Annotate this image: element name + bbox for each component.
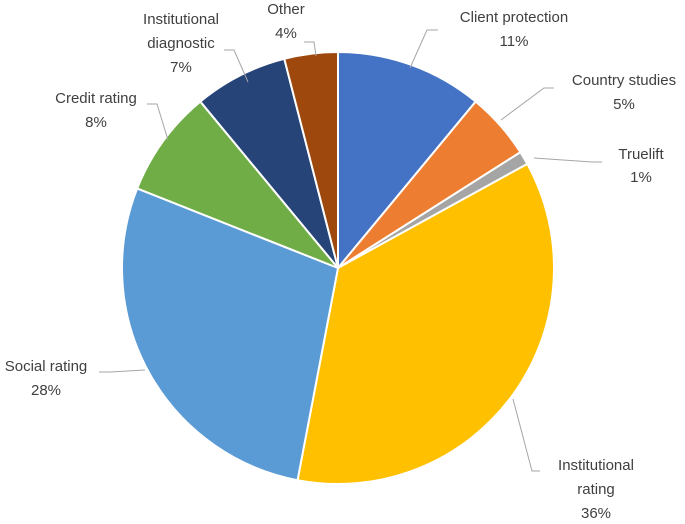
leader-line-country-studies bbox=[500, 87, 554, 121]
slice-name-label-institutional-rating-1: rating bbox=[577, 481, 615, 498]
slice-value-label-institutional-diagnostic: 7% bbox=[170, 59, 192, 76]
slice-name-label-institutional-rating-0: Institutional bbox=[558, 457, 634, 474]
slice-name-label-institutional-diagnostic-1: diagnostic bbox=[147, 35, 215, 52]
pie-slices bbox=[121, 50, 555, 485]
slice-name-label-institutional-diagnostic-0: Institutional bbox=[143, 11, 219, 28]
slice-value-label-credit-rating: 8% bbox=[85, 114, 107, 131]
slice-value-label-client-protection: 11% bbox=[500, 33, 529, 50]
slice-name-label-client-protection: Client protection bbox=[460, 9, 568, 26]
leader-lines bbox=[99, 29, 602, 472]
leader-line-social-rating bbox=[99, 369, 146, 373]
slice-value-label-social-rating: 28% bbox=[31, 382, 61, 399]
slice-name-label-truelift: Truelift bbox=[618, 146, 664, 163]
slice-value-label-institutional-rating: 36% bbox=[581, 505, 611, 522]
pie-slice-credit-rating bbox=[135, 100, 339, 269]
leader-line-institutional-rating bbox=[512, 398, 540, 472]
pie-slice-other bbox=[283, 50, 339, 269]
leader-line-client-protection bbox=[409, 29, 438, 69]
leader-line-institutional-diagnostic bbox=[224, 49, 249, 83]
leader-line-other bbox=[304, 41, 317, 57]
pie-slice-institutional-rating bbox=[296, 162, 555, 485]
slice-name-label-country-studies: Country studies bbox=[572, 72, 676, 89]
leader-line-truelift bbox=[533, 157, 602, 163]
slice-name-label-social-rating: Social rating bbox=[5, 358, 88, 375]
slice-value-label-truelift: 1% bbox=[630, 169, 652, 186]
slice-value-label-country-studies: 5% bbox=[613, 96, 635, 113]
slice-value-label-other: 4% bbox=[275, 25, 297, 42]
slice-name-label-credit-rating: Credit rating bbox=[55, 90, 137, 107]
slice-labels: Client protection 11% Country studies 5% Tru… bbox=[5, 1, 676, 522]
pie-slice-social-rating bbox=[121, 187, 340, 482]
leader-line-credit-rating bbox=[147, 103, 169, 141]
slice-name-label-other: Other bbox=[267, 1, 305, 18]
